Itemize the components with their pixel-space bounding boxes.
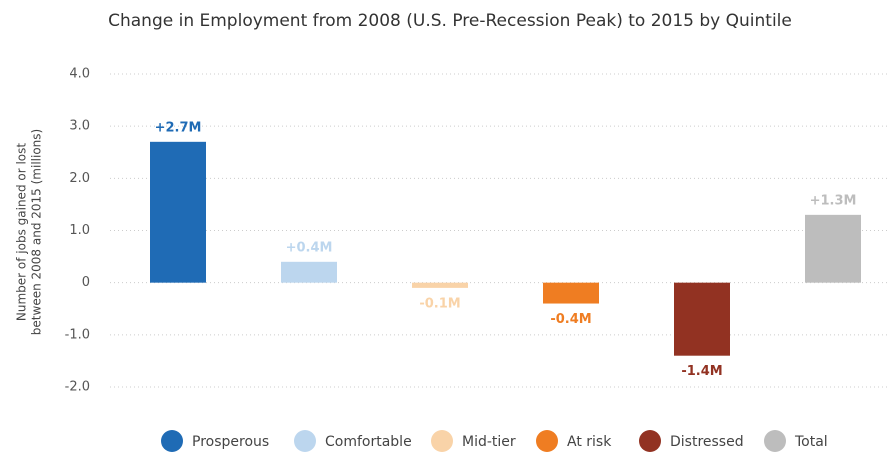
y-axis-label-line: between 2008 and 2015 (millions) — [30, 129, 44, 335]
value-label: -1.4M — [681, 364, 722, 379]
chart-title: Change in Employment from 2008 (U.S. Pre… — [108, 11, 792, 31]
bar — [281, 261, 337, 283]
bar — [150, 141, 206, 283]
legend-label: Comfortable — [325, 434, 412, 450]
legend-label: Total — [794, 434, 828, 450]
y-tick-label: 4.0 — [69, 67, 90, 82]
bar — [674, 282, 730, 356]
legend-label: At risk — [567, 434, 612, 450]
legend-swatch — [294, 430, 316, 452]
y-axis-label: Number of jobs gained or lost between 20… — [15, 129, 44, 335]
y-tick-label: 3.0 — [69, 119, 90, 134]
legend-item: Total — [764, 430, 828, 452]
y-tick-label: 2.0 — [69, 171, 90, 186]
legend-swatch — [536, 430, 558, 452]
value-label: +0.4M — [286, 240, 333, 255]
value-label: +2.7M — [155, 120, 202, 135]
y-tick-label: 1.0 — [69, 223, 90, 238]
legend-swatch — [161, 430, 183, 452]
legend-swatch — [431, 430, 453, 452]
legend-label: Prosperous — [192, 434, 269, 450]
legend-swatch — [639, 430, 661, 452]
bar — [412, 282, 468, 288]
legend-item: Prosperous — [161, 430, 269, 452]
value-label: +1.3M — [810, 193, 857, 208]
bar — [543, 282, 599, 304]
y-tick-label: -2.0 — [65, 380, 90, 395]
y-tick-label: 0 — [82, 275, 90, 290]
y-axis-label-line: Number of jobs gained or lost — [15, 143, 29, 322]
bar — [805, 214, 861, 283]
value-label: -0.4M — [550, 312, 591, 327]
y-tick-label: -1.0 — [65, 327, 90, 342]
legend-item: Distressed — [639, 430, 744, 452]
legend-label: Mid-tier — [462, 434, 516, 450]
legend-item: Mid-tier — [431, 430, 516, 452]
legend-item: At risk — [536, 430, 612, 452]
legend-label: Distressed — [670, 434, 744, 450]
legend-swatch — [764, 430, 786, 452]
value-label: -0.1M — [419, 296, 460, 311]
legend-item: Comfortable — [294, 430, 412, 452]
